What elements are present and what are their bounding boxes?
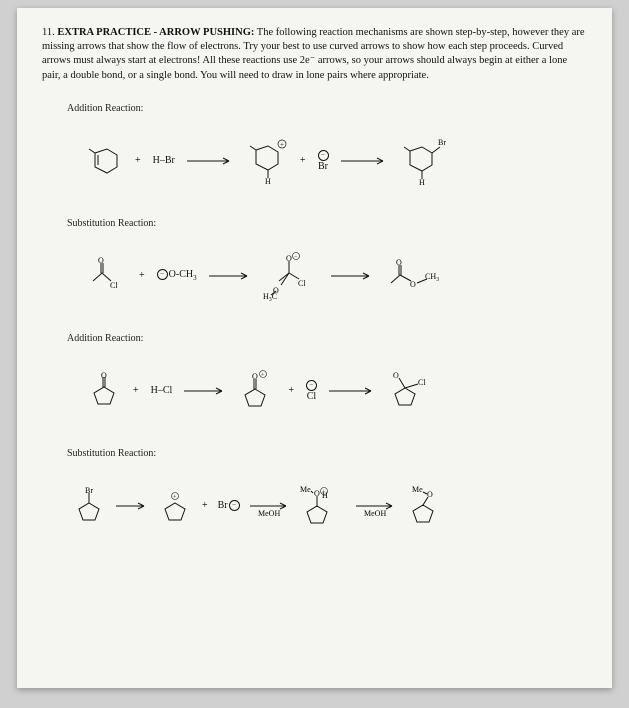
svg-text:O: O	[286, 254, 292, 263]
arrow-icon	[325, 385, 380, 397]
problem-title: EXTRA PRACTICE - ARROW PUSHING:	[57, 27, 254, 38]
plus-sign: +	[284, 385, 298, 396]
svg-text:−: −	[294, 254, 298, 260]
plus-sign: +	[135, 270, 149, 281]
arrow-icon	[337, 155, 392, 167]
svg-text:H3C: H3C	[263, 292, 277, 301]
svg-text:O: O	[410, 280, 416, 289]
svg-text:+: +	[261, 372, 265, 378]
meoh-label: MeOH	[258, 509, 280, 518]
svg-text:H: H	[322, 491, 328, 500]
reaction-4: Br + + Br − MeOH O	[72, 467, 587, 545]
section-label-1: Addition Reaction:	[67, 103, 587, 114]
acyl-chloride: O Cl	[87, 255, 127, 297]
problem-heading: 11. EXTRA PRACTICE - ARROW PUSHING: The …	[42, 26, 587, 83]
section-label-3: Addition Reaction:	[67, 333, 587, 344]
minus-charge-icon: −	[318, 150, 329, 161]
chloride-anion: − Cl	[306, 380, 317, 402]
minus-charge-icon: −	[306, 380, 317, 391]
cyclohexene	[87, 141, 123, 181]
cyclopentanone: O	[87, 371, 121, 411]
svg-text:Cl: Cl	[298, 279, 306, 288]
bromide-anion: Br −	[218, 500, 240, 511]
svg-text:O: O	[393, 371, 399, 380]
product-bromocyclohexane: H Br	[400, 137, 450, 185]
bromocyclopentane: Br	[72, 485, 106, 527]
svg-text:Me: Me	[300, 485, 311, 494]
arrow-icon: MeOH	[352, 494, 400, 518]
minus-charge-icon: −	[157, 269, 168, 280]
tetrahedral-intermediate: O − Cl O H3C	[263, 251, 319, 301]
section-label-2: Substitution Reaction:	[67, 218, 587, 229]
svg-text:Cl: Cl	[418, 378, 426, 387]
svg-text:H: H	[265, 177, 271, 184]
arrow-icon	[112, 500, 152, 512]
bromide-anion: − Br	[318, 150, 329, 172]
svg-text:H: H	[419, 178, 425, 185]
ester-product: O O CH3	[385, 255, 445, 297]
reaction-3: O + H–Cl O + + − Cl	[87, 352, 587, 430]
carbocation-intermediate: H +	[246, 138, 288, 184]
hbr-label: H–Br	[153, 155, 175, 166]
arrow-icon	[327, 270, 377, 282]
meoh-label: MeOH	[364, 509, 386, 518]
methoxide: − O-CH3	[157, 269, 197, 282]
oxocarbenium-meoh: O + Me H	[300, 484, 346, 528]
reaction-2: O Cl + − O-CH3 O − Cl O	[87, 237, 587, 315]
reaction-1: + H–Br H + + − Br H	[87, 122, 587, 200]
svg-text:Br: Br	[85, 486, 93, 495]
svg-text:Cl: Cl	[110, 281, 118, 290]
cyclopentyl-cation: +	[158, 485, 192, 527]
plus-sign: +	[131, 155, 145, 166]
svg-text:CH3: CH3	[425, 272, 439, 283]
plus-sign: +	[296, 155, 310, 166]
svg-text:+: +	[280, 140, 284, 148]
section-label-4: Substitution Reaction:	[67, 448, 587, 459]
arrow-icon	[183, 155, 238, 167]
arrow-icon: MeOH	[246, 494, 294, 518]
svg-text:O: O	[314, 489, 320, 498]
plus-sign: +	[198, 500, 212, 511]
arrow-icon	[180, 385, 230, 397]
problem-page: 11. EXTRA PRACTICE - ARROW PUSHING: The …	[17, 8, 612, 688]
methyl-ether-product: O Me	[406, 485, 450, 527]
svg-text:+: +	[173, 494, 177, 500]
svg-text:O: O	[252, 372, 258, 381]
plus-sign: +	[129, 385, 143, 396]
arrow-icon	[205, 270, 255, 282]
chlorohydrin-product: O Cl	[388, 370, 438, 412]
svg-text:O: O	[396, 258, 402, 267]
problem-number: 11.	[42, 27, 55, 38]
hcl-label: H–Cl	[151, 385, 173, 396]
oxocarbenium: O +	[238, 369, 276, 413]
svg-text:Br: Br	[438, 138, 446, 147]
svg-text:O: O	[427, 490, 433, 499]
svg-text:O: O	[101, 371, 107, 380]
minus-charge-icon: −	[229, 500, 240, 511]
svg-text:Me: Me	[412, 485, 423, 494]
svg-text:O: O	[98, 256, 104, 265]
